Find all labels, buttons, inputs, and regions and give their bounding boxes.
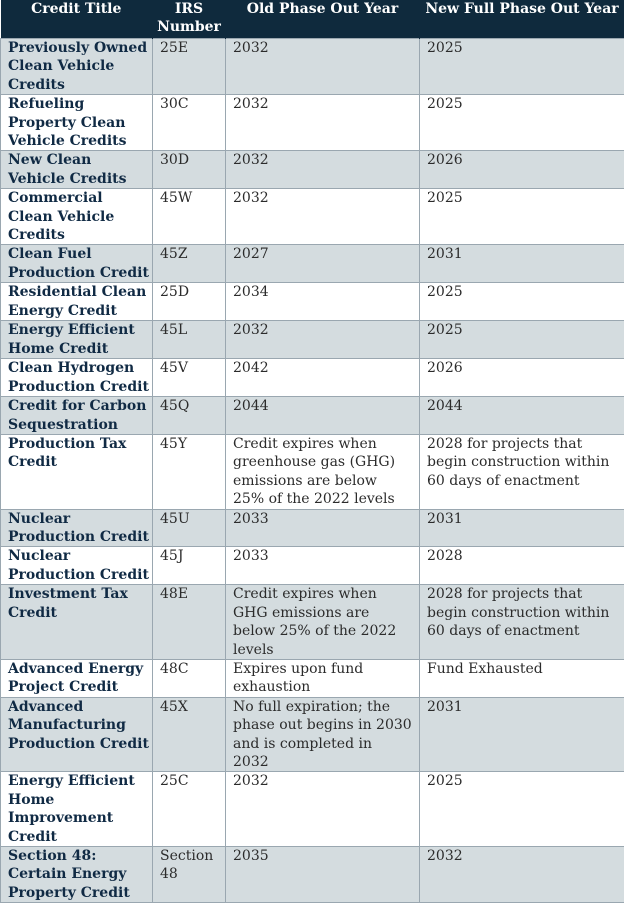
irs-number-cell: 48C <box>153 659 226 697</box>
header-credit-title: Credit Title <box>1 0 153 39</box>
credit-title-cell: Clean Fuel Production Credit <box>1 245 153 283</box>
old-phase-out-cell: 2034 <box>226 283 420 321</box>
new-phase-out-cell: 2025 <box>420 321 624 359</box>
new-phase-out-cell: 2025 <box>420 283 624 321</box>
new-phase-out-cell: 2025 <box>420 95 624 151</box>
header-old-phase-out-year: Old Phase Out Year <box>226 0 420 39</box>
old-phase-out-cell: No full expiration; the phase out begins… <box>226 697 420 772</box>
new-phase-out-cell: 2028 <box>420 547 624 585</box>
credit-title-cell: Advanced Energy Project Credit <box>1 659 153 697</box>
new-phase-out-cell: 2025 <box>420 39 624 95</box>
credit-title-cell: Clean Hydrogen Production Credit <box>1 359 153 397</box>
new-phase-out-cell: 2028 for projects that begin constructio… <box>420 585 624 660</box>
irs-number-cell: 45Q <box>153 397 226 435</box>
irs-number-cell: 45Y <box>153 434 226 509</box>
header-new-full-phase-out-year: New Full Phase Out Year <box>420 0 624 39</box>
old-phase-out-cell: 2032 <box>226 39 420 95</box>
irs-number-cell: 25C <box>153 772 226 847</box>
irs-number-cell: 25D <box>153 283 226 321</box>
credit-title-cell: Nuclear Production Credit <box>1 509 153 547</box>
old-phase-out-cell: 2033 <box>226 509 420 547</box>
header-irs-number: IRS Number <box>153 0 226 39</box>
table-row: Section 48: Certain Energy Property Cred… <box>1 847 624 903</box>
old-phase-out-cell: 2032 <box>226 772 420 847</box>
irs-number-cell: 48E <box>153 585 226 660</box>
credit-title-cell: Production Tax Credit <box>1 434 153 509</box>
old-phase-out-cell: 2032 <box>226 189 420 245</box>
old-phase-out-cell: 2032 <box>226 95 420 151</box>
table-row: Energy Efficient Home Improvement Credit… <box>1 772 624 847</box>
new-phase-out-cell: 2026 <box>420 359 624 397</box>
new-phase-out-cell: 2044 <box>420 397 624 435</box>
new-phase-out-cell: 2028 for projects that begin constructio… <box>420 434 624 509</box>
new-phase-out-cell: 2031 <box>420 509 624 547</box>
old-phase-out-cell: 2032 <box>226 151 420 189</box>
old-phase-out-cell: 2033 <box>226 547 420 585</box>
irs-number-cell: 45W <box>153 189 226 245</box>
credit-title-cell: Previously Owned Clean Vehicle Credits <box>1 39 153 95</box>
irs-number-cell: Section 48 <box>153 847 226 903</box>
new-phase-out-cell: 2025 <box>420 772 624 847</box>
new-phase-out-cell: Fund Exhausted <box>420 659 624 697</box>
new-phase-out-cell: 2032 <box>420 847 624 903</box>
old-phase-out-cell: 2032 <box>226 321 420 359</box>
irs-number-cell: 30D <box>153 151 226 189</box>
header-row: Credit Title IRS Number Old Phase Out Ye… <box>1 0 624 39</box>
irs-number-cell: 45Z <box>153 245 226 283</box>
old-phase-out-cell: Credit expires when GHG emissions are be… <box>226 585 420 660</box>
credit-title-cell: Section 48: Certain Energy Property Cred… <box>1 847 153 903</box>
credit-title-cell: New Clean Vehicle Credits <box>1 151 153 189</box>
irs-number-cell: 45V <box>153 359 226 397</box>
table-row: Refueling Property Clean Vehicle Credits… <box>1 95 624 151</box>
credit-title-cell: Credit for Carbon Sequestration <box>1 397 153 435</box>
irs-number-cell: 45L <box>153 321 226 359</box>
irs-number-cell: 45X <box>153 697 226 772</box>
old-phase-out-cell: Expires upon fund exhaustion <box>226 659 420 697</box>
old-phase-out-cell: 2035 <box>226 847 420 903</box>
irs-number-cell: 45J <box>153 547 226 585</box>
credit-title-cell: Energy Efficient Home Improvement Credit <box>1 772 153 847</box>
table-row: Advanced Manufacturing Production Credit… <box>1 697 624 772</box>
old-phase-out-cell: 2042 <box>226 359 420 397</box>
irs-number-cell: 30C <box>153 95 226 151</box>
new-phase-out-cell: 2031 <box>420 697 624 772</box>
new-phase-out-cell: 2031 <box>420 245 624 283</box>
credit-title-cell: Nuclear Production Credit <box>1 547 153 585</box>
credit-title-cell: Refueling Property Clean Vehicle Credits <box>1 95 153 151</box>
irs-number-cell: 45U <box>153 509 226 547</box>
old-phase-out-cell: 2044 <box>226 397 420 435</box>
new-phase-out-cell: 2025 <box>420 189 624 245</box>
credit-title-cell: Residential Clean Energy Credit <box>1 283 153 321</box>
irs-number-cell: 25E <box>153 39 226 95</box>
credit-title-cell: Commercial Clean Vehicle Credits <box>1 189 153 245</box>
credit-title-cell: Investment Tax Credit <box>1 585 153 660</box>
old-phase-out-cell: Credit expires when greenhouse gas (GHG)… <box>226 434 420 509</box>
old-phase-out-cell: 2027 <box>226 245 420 283</box>
credit-title-cell: Energy Efficient Home Credit <box>1 321 153 359</box>
new-phase-out-cell: 2026 <box>420 151 624 189</box>
credit-title-cell: Advanced Manufacturing Production Credit <box>1 697 153 772</box>
